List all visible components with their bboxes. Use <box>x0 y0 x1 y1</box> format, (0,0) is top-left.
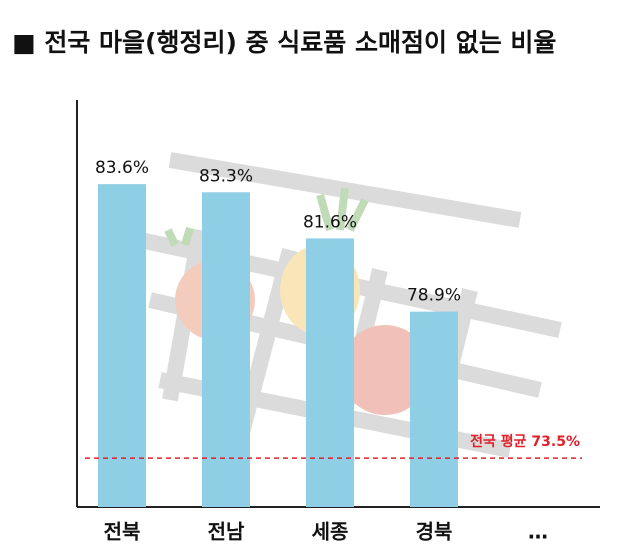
x-tick-label: … <box>528 520 548 544</box>
value-label: 78.9% <box>407 286 461 306</box>
bar <box>410 311 458 507</box>
value-label: 83.6% <box>95 158 149 178</box>
chart-title: ■ 전국 마을(행정리) 중 식료품 소매점이 없는 비율 <box>12 28 556 57</box>
x-tick-label: 전남 <box>208 520 245 544</box>
x-tick-label: 세종 <box>312 520 349 544</box>
value-label: 81.6% <box>303 212 357 232</box>
bar <box>306 238 354 507</box>
value-label: 83.3% <box>199 166 253 186</box>
x-tick-label: 전북 <box>104 520 141 544</box>
bar <box>202 192 250 507</box>
reference-label: 전국 평균 73.5% <box>470 433 580 450</box>
bar <box>98 184 146 507</box>
x-tick-label: 경북 <box>416 520 453 544</box>
